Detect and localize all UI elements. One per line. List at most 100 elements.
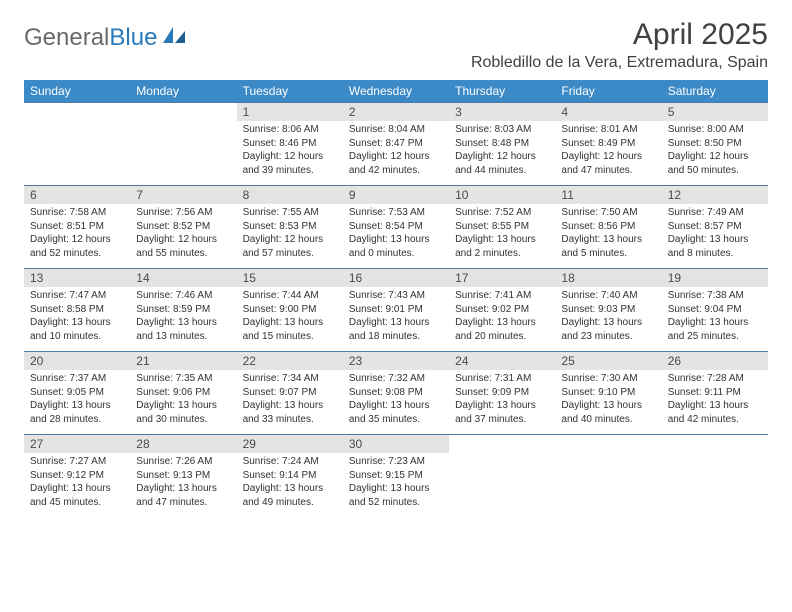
weekday-header: Sunday xyxy=(24,80,130,103)
daylight-line: Daylight: 13 hours and 45 minutes. xyxy=(30,482,124,509)
sunrise-line: Sunrise: 7:44 AM xyxy=(243,289,337,303)
day-number: 18 xyxy=(555,269,661,287)
calendar-week-row: 27Sunrise: 7:27 AMSunset: 9:12 PMDayligh… xyxy=(24,435,768,518)
calendar-week-row: 13Sunrise: 7:47 AMSunset: 8:58 PMDayligh… xyxy=(24,269,768,352)
daylight-line: Daylight: 13 hours and 52 minutes. xyxy=(349,482,443,509)
day-details: Sunrise: 7:41 AMSunset: 9:02 PMDaylight:… xyxy=(449,287,555,351)
day-details: Sunrise: 7:43 AMSunset: 9:01 PMDaylight:… xyxy=(343,287,449,351)
sunset-line: Sunset: 8:55 PM xyxy=(455,220,549,234)
day-details: Sunrise: 7:40 AMSunset: 9:03 PMDaylight:… xyxy=(555,287,661,351)
calendar-day-cell: 3Sunrise: 8:03 AMSunset: 8:48 PMDaylight… xyxy=(449,103,555,186)
calendar-day-cell: 27Sunrise: 7:27 AMSunset: 9:12 PMDayligh… xyxy=(24,435,130,518)
day-number: 17 xyxy=(449,269,555,287)
day-number: 29 xyxy=(237,435,343,453)
calendar-empty-cell xyxy=(662,435,768,518)
calendar-day-cell: 19Sunrise: 7:38 AMSunset: 9:04 PMDayligh… xyxy=(662,269,768,352)
sunset-line: Sunset: 9:00 PM xyxy=(243,303,337,317)
sunrise-line: Sunrise: 7:34 AM xyxy=(243,372,337,386)
calendar-day-cell: 11Sunrise: 7:50 AMSunset: 8:56 PMDayligh… xyxy=(555,186,661,269)
day-number: 27 xyxy=(24,435,130,453)
day-number: 30 xyxy=(343,435,449,453)
daylight-line: Daylight: 13 hours and 47 minutes. xyxy=(136,482,230,509)
calendar-day-cell: 7Sunrise: 7:56 AMSunset: 8:52 PMDaylight… xyxy=(130,186,236,269)
calendar-day-cell: 18Sunrise: 7:40 AMSunset: 9:03 PMDayligh… xyxy=(555,269,661,352)
sunrise-line: Sunrise: 7:35 AM xyxy=(136,372,230,386)
sunset-line: Sunset: 8:48 PM xyxy=(455,137,549,151)
sunrise-line: Sunrise: 7:53 AM xyxy=(349,206,443,220)
day-details: Sunrise: 7:32 AMSunset: 9:08 PMDaylight:… xyxy=(343,370,449,434)
day-details xyxy=(24,121,130,181)
sunrise-line: Sunrise: 7:41 AM xyxy=(455,289,549,303)
sunset-line: Sunset: 9:09 PM xyxy=(455,386,549,400)
sunset-line: Sunset: 9:03 PM xyxy=(561,303,655,317)
calendar-day-cell: 23Sunrise: 7:32 AMSunset: 9:08 PMDayligh… xyxy=(343,352,449,435)
sunset-line: Sunset: 9:07 PM xyxy=(243,386,337,400)
calendar-day-cell: 25Sunrise: 7:30 AMSunset: 9:10 PMDayligh… xyxy=(555,352,661,435)
day-details: Sunrise: 8:00 AMSunset: 8:50 PMDaylight:… xyxy=(662,121,768,185)
day-number: 16 xyxy=(343,269,449,287)
calendar-day-cell: 20Sunrise: 7:37 AMSunset: 9:05 PMDayligh… xyxy=(24,352,130,435)
sunset-line: Sunset: 8:56 PM xyxy=(561,220,655,234)
calendar-day-cell: 6Sunrise: 7:58 AMSunset: 8:51 PMDaylight… xyxy=(24,186,130,269)
calendar-empty-cell xyxy=(24,103,130,186)
brand-part2: Blue xyxy=(109,24,157,52)
day-number: 28 xyxy=(130,435,236,453)
calendar-week-row: 6Sunrise: 7:58 AMSunset: 8:51 PMDaylight… xyxy=(24,186,768,269)
sunrise-line: Sunrise: 7:50 AM xyxy=(561,206,655,220)
sunset-line: Sunset: 9:08 PM xyxy=(349,386,443,400)
weekday-header: Thursday xyxy=(449,80,555,103)
day-number: 9 xyxy=(343,186,449,204)
weekday-header: Tuesday xyxy=(237,80,343,103)
day-details: Sunrise: 7:27 AMSunset: 9:12 PMDaylight:… xyxy=(24,453,130,517)
sunset-line: Sunset: 9:05 PM xyxy=(30,386,124,400)
sunset-line: Sunset: 9:02 PM xyxy=(455,303,549,317)
daylight-line: Daylight: 13 hours and 8 minutes. xyxy=(668,233,762,260)
calendar-day-cell: 13Sunrise: 7:47 AMSunset: 8:58 PMDayligh… xyxy=(24,269,130,352)
daylight-line: Daylight: 13 hours and 35 minutes. xyxy=(349,399,443,426)
daylight-line: Daylight: 13 hours and 49 minutes. xyxy=(243,482,337,509)
day-number: 26 xyxy=(662,352,768,370)
day-number: 25 xyxy=(555,352,661,370)
day-details: Sunrise: 8:01 AMSunset: 8:49 PMDaylight:… xyxy=(555,121,661,185)
daylight-line: Daylight: 13 hours and 10 minutes. xyxy=(30,316,124,343)
sunrise-line: Sunrise: 8:00 AM xyxy=(668,123,762,137)
day-number: 5 xyxy=(662,103,768,121)
sunset-line: Sunset: 8:50 PM xyxy=(668,137,762,151)
calendar-day-cell: 14Sunrise: 7:46 AMSunset: 8:59 PMDayligh… xyxy=(130,269,236,352)
calendar-day-cell: 29Sunrise: 7:24 AMSunset: 9:14 PMDayligh… xyxy=(237,435,343,518)
sunrise-line: Sunrise: 7:47 AM xyxy=(30,289,124,303)
calendar-empty-cell xyxy=(555,435,661,518)
daylight-line: Daylight: 12 hours and 55 minutes. xyxy=(136,233,230,260)
day-number: 21 xyxy=(130,352,236,370)
daylight-line: Daylight: 13 hours and 18 minutes. xyxy=(349,316,443,343)
day-details xyxy=(555,453,661,513)
sunrise-line: Sunrise: 7:40 AM xyxy=(561,289,655,303)
sunrise-line: Sunrise: 7:56 AM xyxy=(136,206,230,220)
day-number: 13 xyxy=(24,269,130,287)
daylight-line: Daylight: 13 hours and 15 minutes. xyxy=(243,316,337,343)
calendar-week-row: 20Sunrise: 7:37 AMSunset: 9:05 PMDayligh… xyxy=(24,352,768,435)
day-details: Sunrise: 7:58 AMSunset: 8:51 PMDaylight:… xyxy=(24,204,130,268)
daylight-line: Daylight: 13 hours and 0 minutes. xyxy=(349,233,443,260)
day-details xyxy=(449,453,555,513)
weekday-header: Wednesday xyxy=(343,80,449,103)
day-details: Sunrise: 7:37 AMSunset: 9:05 PMDaylight:… xyxy=(24,370,130,434)
calendar-day-cell: 8Sunrise: 7:55 AMSunset: 8:53 PMDaylight… xyxy=(237,186,343,269)
sunrise-line: Sunrise: 7:38 AM xyxy=(668,289,762,303)
calendar-day-cell: 24Sunrise: 7:31 AMSunset: 9:09 PMDayligh… xyxy=(449,352,555,435)
sunrise-line: Sunrise: 7:28 AM xyxy=(668,372,762,386)
day-details: Sunrise: 7:47 AMSunset: 8:58 PMDaylight:… xyxy=(24,287,130,351)
calendar-day-cell: 17Sunrise: 7:41 AMSunset: 9:02 PMDayligh… xyxy=(449,269,555,352)
daylight-line: Daylight: 13 hours and 23 minutes. xyxy=(561,316,655,343)
day-details: Sunrise: 7:34 AMSunset: 9:07 PMDaylight:… xyxy=(237,370,343,434)
day-number xyxy=(662,435,768,453)
sunset-line: Sunset: 8:51 PM xyxy=(30,220,124,234)
sunset-line: Sunset: 9:10 PM xyxy=(561,386,655,400)
day-number xyxy=(130,103,236,121)
day-details: Sunrise: 7:23 AMSunset: 9:15 PMDaylight:… xyxy=(343,453,449,517)
day-number: 10 xyxy=(449,186,555,204)
sunset-line: Sunset: 9:12 PM xyxy=(30,469,124,483)
day-number: 8 xyxy=(237,186,343,204)
title-block: April 2025 Robledillo de la Vera, Extrem… xyxy=(471,18,768,72)
sunrise-line: Sunrise: 8:03 AM xyxy=(455,123,549,137)
